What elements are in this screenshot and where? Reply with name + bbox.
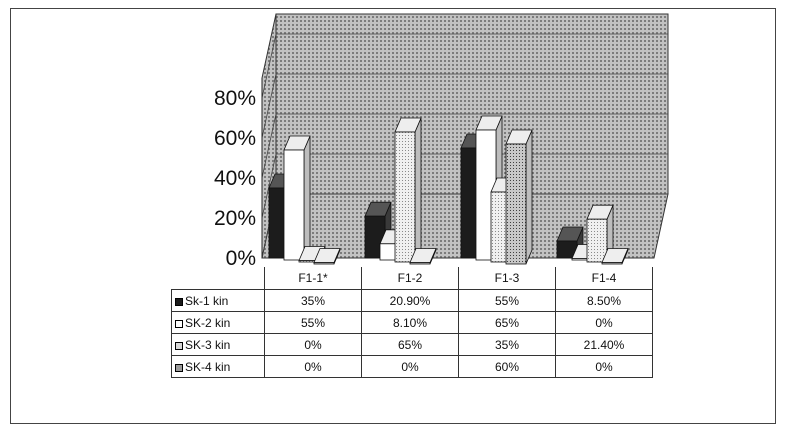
y-tick-label: 20% (214, 207, 256, 230)
bar-side (414, 117, 422, 263)
category-label: F1-3 (458, 267, 556, 290)
legend-entry: SK-4 kin (171, 355, 265, 378)
series-name: Sk-1 kin (185, 293, 229, 308)
bar (409, 262, 431, 265)
data-table-header-row: F1-1* F1-2 F1-3 F1-4 (172, 267, 653, 290)
data-label: 8.50% (555, 289, 653, 312)
bar-side (525, 129, 533, 265)
gridline (261, 33, 668, 99)
data-label: 55% (264, 311, 362, 334)
data-label: 60% (458, 355, 556, 378)
data-label: 55% (458, 289, 556, 312)
data-label: 20.90% (361, 289, 459, 312)
data-label: 35% (264, 289, 362, 312)
data-label: 0% (555, 355, 653, 378)
data-label: 8.10% (361, 311, 459, 334)
bar (313, 262, 335, 265)
bar (586, 218, 608, 263)
series-name: SK-4 kin (185, 359, 231, 374)
bar-side (303, 135, 311, 261)
data-table-row: SK-3 kin 0% 65% 35% 21.40% (171, 333, 653, 356)
data-label: 0% (264, 355, 362, 378)
data-label: 21.40% (555, 333, 653, 356)
bar (394, 131, 416, 263)
gridline (261, 113, 668, 179)
legend-entry: SK-3 kin (171, 333, 265, 356)
data-label: 65% (361, 333, 459, 356)
series-name: SK-3 kin (185, 337, 231, 352)
gridline (261, 153, 668, 219)
legend-swatch (175, 341, 183, 350)
bar (283, 149, 305, 261)
chart-frame (10, 8, 776, 424)
bar (505, 143, 527, 265)
data-table-row: SK-4 kin 0% 0% 60% 0% (171, 355, 653, 378)
y-tick-label: 60% (214, 127, 256, 150)
data-table-corner (172, 267, 265, 290)
data-table: F1-1* F1-2 F1-3 F1-4 Sk-1 kin 35% 20.90%… (171, 267, 653, 378)
data-label: 0% (555, 311, 653, 334)
legend-swatch (175, 319, 183, 328)
data-label: 0% (361, 355, 459, 378)
y-tick-label: 0% (226, 247, 256, 270)
data-table-row: Sk-1 kin 35% 20.90% 55% 8.50% (171, 289, 653, 312)
data-label: 0% (264, 333, 362, 356)
category-label: F1-1* (264, 267, 362, 290)
legend-swatch (175, 363, 183, 372)
legend-swatch (175, 297, 183, 306)
bar (601, 262, 623, 265)
series-name: SK-2 kin (185, 315, 231, 330)
y-tick-label: 40% (214, 167, 256, 190)
data-label: 65% (458, 311, 556, 334)
y-tick-label: 80% (214, 87, 256, 110)
category-label: F1-2 (361, 267, 459, 290)
legend-entry: Sk-1 kin (171, 289, 265, 312)
legend-entry: SK-2 kin (171, 311, 265, 334)
data-table-row: SK-2 kin 55% 8.10% 65% 0% (171, 311, 653, 334)
gridline (261, 73, 668, 139)
category-label: F1-4 (555, 267, 653, 290)
data-label: 35% (458, 333, 556, 356)
